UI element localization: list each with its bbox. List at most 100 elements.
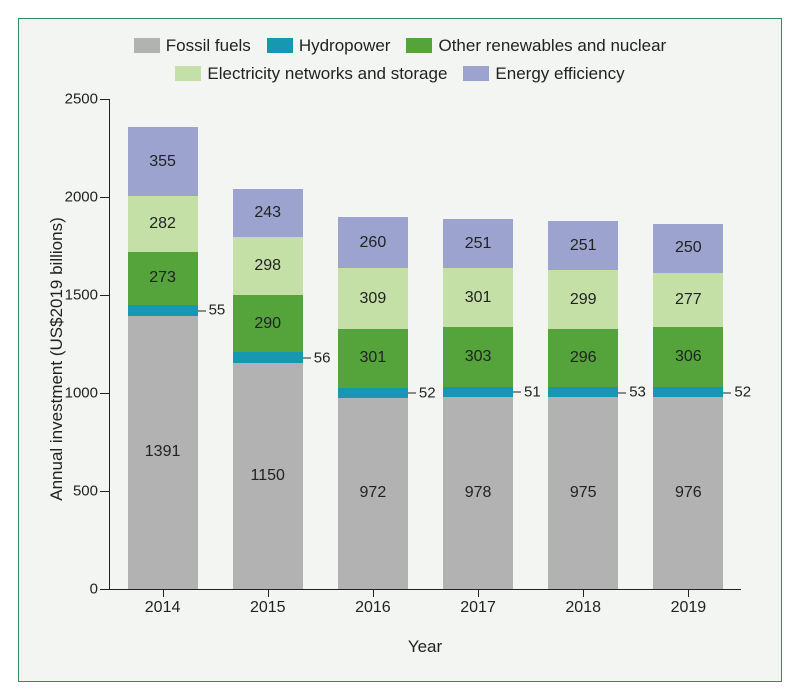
bar-segment-side-label: 56 xyxy=(303,349,331,366)
bar-segment-renew: 301 xyxy=(338,329,408,388)
y-tick-label: 2500 xyxy=(60,90,98,107)
legend-label: Other renewables and nuclear xyxy=(438,33,666,59)
bar-stack-2014: 139155273282355 xyxy=(128,127,198,589)
x-axis-label: Year xyxy=(408,637,442,657)
bar-stack-2018: 97553296299251 xyxy=(548,221,618,588)
x-tick xyxy=(373,589,374,597)
bar-segment-eff: 251 xyxy=(548,221,618,270)
x-tick xyxy=(163,589,164,597)
bar-stack-2016: 97252301309260 xyxy=(338,217,408,588)
bar-segment-hydro: 52 xyxy=(338,388,408,398)
legend-item-grid: Electricity networks and storage xyxy=(175,61,447,87)
legend-item-hydro: Hydropower xyxy=(267,33,391,59)
bar-segment-side-label: 53 xyxy=(618,384,646,401)
bar-stack-2015: 115056290298243 xyxy=(233,189,303,588)
legend-swatch-grid xyxy=(175,66,201,81)
bar-segment-eff: 251 xyxy=(443,219,513,268)
legend-swatch-fossil xyxy=(134,38,160,53)
y-tick-label: 1500 xyxy=(60,286,98,303)
legend-swatch-eff xyxy=(463,66,489,81)
y-tick-label: 0 xyxy=(60,580,98,597)
bar-segment-grid: 277 xyxy=(653,273,723,327)
bar-segment-eff: 243 xyxy=(233,189,303,237)
bar-segment-eff: 250 xyxy=(653,224,723,273)
bar-segment-renew: 290 xyxy=(233,295,303,352)
bar-segment-side-label: 52 xyxy=(408,384,436,401)
y-tick-label: 500 xyxy=(60,482,98,499)
side-tick xyxy=(408,393,416,394)
x-tick-label: 2015 xyxy=(250,599,286,617)
legend: Fossil fuels Hydropower Other renewables a… xyxy=(39,33,761,89)
y-tick xyxy=(100,197,110,198)
legend-item-eff: Energy efficiency xyxy=(463,61,624,87)
plot-wrap: Annual investment (US$2019 billions) 139… xyxy=(109,99,741,619)
bar-segment-grid: 298 xyxy=(233,237,303,295)
bar-segment-grid: 301 xyxy=(443,268,513,327)
x-tick-label: 2016 xyxy=(355,599,391,617)
legend-swatch-hydro xyxy=(267,38,293,53)
y-tick xyxy=(100,393,110,394)
bar-segment-grid: 309 xyxy=(338,268,408,329)
y-tick xyxy=(100,589,110,590)
bar-segment-side-label: 55 xyxy=(198,302,226,319)
bar-segment-renew: 296 xyxy=(548,329,618,387)
bar-slot: 976523062772502019 xyxy=(653,99,723,589)
bar-segment-hydro: 53 xyxy=(548,387,618,397)
side-tick xyxy=(513,392,521,393)
bar-stack-2019: 97652306277250 xyxy=(653,224,723,589)
x-tick-label: 2019 xyxy=(671,599,707,617)
bar-segment-side-label: 51 xyxy=(513,383,541,400)
side-tick xyxy=(723,392,731,393)
x-tick xyxy=(268,589,269,597)
y-tick xyxy=(100,295,110,296)
bar-segment-grid: 282 xyxy=(128,196,198,251)
y-tick-label: 1000 xyxy=(60,384,98,401)
side-tick xyxy=(198,311,206,312)
side-tick xyxy=(618,392,626,393)
x-tick-label: 2017 xyxy=(460,599,496,617)
bar-slot: 972523013092602016 xyxy=(338,99,408,589)
x-tick xyxy=(478,589,479,597)
bar-segment-fossil: 1150 xyxy=(233,363,303,588)
legend-label: Electricity networks and storage xyxy=(207,61,447,87)
bar-segment-grid: 299 xyxy=(548,270,618,329)
bar-segment-fossil: 975 xyxy=(548,397,618,588)
y-tick xyxy=(100,491,110,492)
legend-label: Energy efficiency xyxy=(495,61,624,87)
bar-segment-hydro: 55 xyxy=(128,305,198,316)
legend-swatch-renew xyxy=(406,38,432,53)
bar-slot: 1391552732823552014 xyxy=(128,99,198,589)
bar-segment-fossil: 972 xyxy=(338,398,408,589)
bar-segment-renew: 273 xyxy=(128,252,198,306)
x-tick xyxy=(583,589,584,597)
bar-segment-eff: 260 xyxy=(338,217,408,268)
bar-segment-hydro: 51 xyxy=(443,387,513,397)
chart-frame: Fossil fuels Hydropower Other renewables a… xyxy=(18,18,782,682)
x-tick xyxy=(688,589,689,597)
legend-label: Hydropower xyxy=(299,33,391,59)
bar-segment-renew: 306 xyxy=(653,327,723,387)
side-tick xyxy=(303,358,311,359)
bar-segment-fossil: 1391 xyxy=(128,316,198,589)
y-tick xyxy=(100,99,110,100)
bar-segment-fossil: 978 xyxy=(443,397,513,589)
bar-segment-hydro: 56 xyxy=(233,352,303,363)
bar-segment-side-label: 52 xyxy=(723,384,751,401)
legend-item-fossil: Fossil fuels xyxy=(134,33,251,59)
legend-item-renew: Other renewables and nuclear xyxy=(406,33,666,59)
bar-segment-renew: 303 xyxy=(443,327,513,386)
y-tick-label: 2000 xyxy=(60,188,98,205)
x-tick-label: 2018 xyxy=(565,599,601,617)
y-axis-label: Annual investment (US$2019 billions) xyxy=(47,217,67,501)
legend-label: Fossil fuels xyxy=(166,33,251,59)
bar-slot: 1150562902982432015 xyxy=(233,99,303,589)
bar-slot: 975532962992512018 xyxy=(548,99,618,589)
bar-segment-fossil: 976 xyxy=(653,397,723,588)
bars-row: 1391552732823552014 1150562902982432015 97… xyxy=(110,99,741,589)
bar-segment-hydro: 52 xyxy=(653,387,723,397)
outer-frame: Fossil fuels Hydropower Other renewables a… xyxy=(0,0,800,700)
plot-area: 1391552732823552014 1150562902982432015 97… xyxy=(109,99,741,590)
bar-segment-eff: 355 xyxy=(128,127,198,197)
bar-stack-2017: 97851303301251 xyxy=(443,219,513,588)
bar-slot: 978513033012512017 xyxy=(443,99,513,589)
